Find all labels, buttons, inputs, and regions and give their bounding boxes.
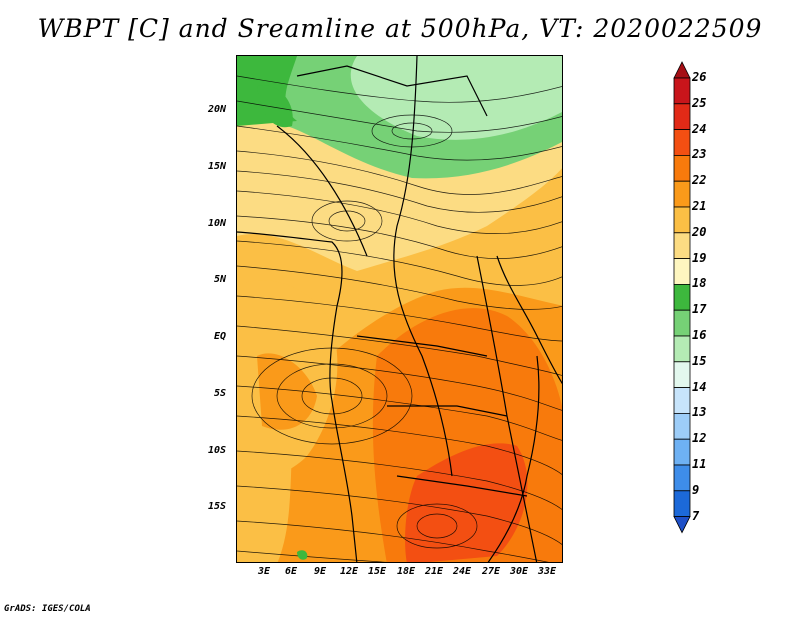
- grads-credit: GrADS: IGES/COLA: [4, 604, 91, 614]
- colorbar-swatch: [673, 258, 691, 285]
- colorbar-label: 18: [692, 276, 707, 291]
- coastlines: [237, 56, 562, 562]
- lat-label-5n: 5N: [213, 274, 226, 285]
- lat-label-10n: 10N: [207, 218, 226, 229]
- colorbar-swatch: [673, 309, 691, 337]
- lon-label-15e: 15E: [367, 566, 387, 577]
- colorbar-label: 9: [692, 482, 700, 497]
- colorbar-swatch: [673, 103, 691, 130]
- colorbar-swatch: [673, 387, 691, 414]
- field-west-orange-inner: [257, 353, 317, 430]
- colorbar-swatch: [673, 464, 691, 492]
- colorbar-label: 14: [692, 379, 707, 394]
- lat-label-10s: 10S: [207, 445, 226, 456]
- colorbar-label: 15: [692, 353, 707, 368]
- colorbar-arrow-top: [673, 61, 691, 79]
- colorbar-arrow-bottom: [673, 516, 691, 534]
- lon-label-33e: 33E: [537, 566, 557, 577]
- colorbar-label: 22: [692, 173, 707, 188]
- colorbar-label: 13: [692, 405, 707, 420]
- colorbar-label: 21: [692, 199, 707, 213]
- lon-label-9e: 9E: [313, 566, 327, 577]
- lat-label-5s: 5S: [213, 388, 226, 399]
- lon-label-30e: 30E: [509, 566, 529, 577]
- lon-label-18e: 18E: [396, 566, 416, 577]
- field-green-west: [257, 85, 293, 128]
- colorbar-swatch: [673, 412, 691, 440]
- colorbar-label: 23: [692, 147, 707, 162]
- colorbar-label: 20: [692, 224, 707, 239]
- colorbar-swatch: [673, 335, 691, 363]
- lat-label-eq: EQ: [213, 331, 226, 342]
- colorbar-swatch: [673, 438, 691, 466]
- map-title: WBPT [C] and Sreamline at 500hPa, VT: 20…: [37, 14, 763, 43]
- colorbar-label: 7: [692, 508, 700, 523]
- field-green-mid: [256, 56, 562, 179]
- lon-label-21e: 21E: [424, 566, 444, 577]
- lon-label-6e: 6E: [284, 566, 298, 577]
- lon-label-3e: 3E: [257, 566, 271, 577]
- colorbar-swatch: [673, 180, 691, 208]
- colorbar-swatch: [673, 232, 691, 260]
- colorbar-swatch: [673, 155, 691, 182]
- field-red-orange: [405, 443, 528, 562]
- map-canvas: [237, 56, 562, 562]
- colorbar-swatch: [673, 206, 691, 234]
- lat-label-15n: 15N: [207, 161, 226, 172]
- colorbar: [673, 61, 691, 534]
- colorbar-swatch: [673, 490, 691, 517]
- colorbar-label: 12: [692, 431, 707, 446]
- colorbar-label: 16: [692, 328, 707, 342]
- colorbar-label: 11: [692, 457, 707, 471]
- colorbar-swatch: [673, 129, 691, 156]
- lat-label-20n: 20N: [207, 104, 226, 115]
- colorbar-label: 26: [692, 70, 707, 84]
- lon-label-24e: 24E: [452, 566, 472, 577]
- lon-label-12e: 12E: [339, 566, 359, 577]
- colorbar-swatch: [673, 361, 691, 388]
- colorbar-label: 19: [692, 250, 707, 265]
- colorbar-swatch: [673, 77, 691, 105]
- field-green-patch: [297, 550, 308, 560]
- lat-label-15s: 15S: [207, 501, 226, 512]
- colorbar-label: 24: [692, 121, 707, 136]
- colorbar-label: 17: [692, 302, 707, 317]
- colorbar-swatch: [673, 283, 691, 311]
- streamlines: [237, 75, 562, 562]
- colorbar-label: 25: [692, 95, 707, 110]
- lon-label-27e: 27E: [481, 566, 501, 577]
- wbpt-streamline-map: [236, 55, 563, 563]
